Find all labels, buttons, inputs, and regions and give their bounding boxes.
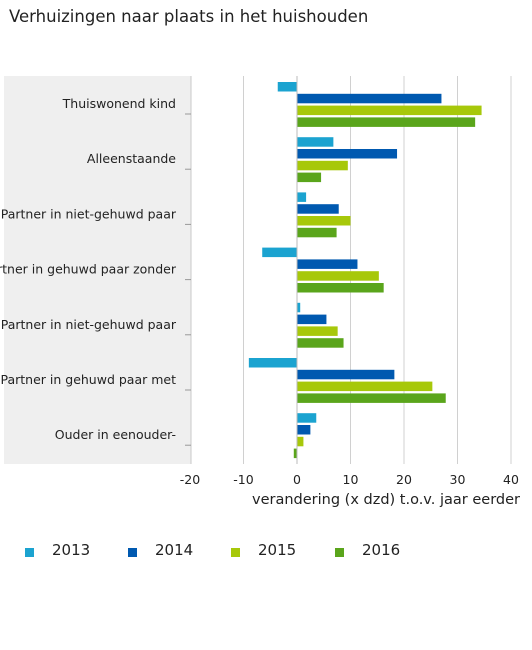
x-tick-label: 40 <box>503 472 519 487</box>
legend-label: 2013 <box>52 541 91 559</box>
category-label: Partner in niet-gehuwd paar <box>1 317 177 332</box>
bar-2014 <box>297 314 327 325</box>
bar-2014 <box>297 149 398 159</box>
chart-title: Verhuizingen naar plaats in het huishoud… <box>9 7 369 26</box>
x-tick-label: 10 <box>343 472 359 487</box>
bar-group <box>248 82 482 459</box>
bar-2016 <box>297 227 337 238</box>
bar-2015 <box>297 271 379 281</box>
bar-2014 <box>297 369 395 380</box>
legend-label: 2014 <box>155 541 194 559</box>
bar-2014 <box>297 93 442 104</box>
bar-2013 <box>297 137 334 147</box>
category-band <box>4 76 191 464</box>
bar-2013 <box>262 247 297 258</box>
bar-2016 <box>293 448 297 459</box>
bar-2013 <box>297 192 307 202</box>
x-tick-label: -10 <box>233 472 253 487</box>
category-label: Partner in niet-gehuwd paar <box>1 206 177 221</box>
legend-item-2014[interactable]: 2014 <box>128 540 218 564</box>
legend-swatch <box>335 548 344 557</box>
x-tick-label: 20 <box>396 472 412 487</box>
bar-2013 <box>297 413 317 423</box>
x-tick-label: 30 <box>450 472 466 487</box>
bar-2016 <box>297 338 344 348</box>
legend-swatch <box>25 548 34 557</box>
bar-2013 <box>248 358 297 368</box>
legend-item-2015[interactable]: 2015 <box>231 540 321 564</box>
bar-2014 <box>297 425 311 435</box>
grid-lines <box>243 76 512 464</box>
legend: 2013 2014 2015 2016 <box>0 540 532 564</box>
legend-label: 2016 <box>362 541 401 559</box>
x-axis-label: verandering (x dzd) t.o.v. jaar eerder <box>252 492 520 508</box>
category-label: Alleenstaande <box>87 151 176 166</box>
category-label: Thuiswonend kind <box>62 96 176 111</box>
legend-swatch <box>231 548 240 557</box>
legend-item-2016[interactable]: 2016 <box>335 540 425 564</box>
category-label: Ouder in eenouder- <box>55 427 176 442</box>
bar-2016 <box>297 393 446 403</box>
bar-2015 <box>297 105 482 116</box>
bar-2013 <box>277 82 297 92</box>
x-tick-label: 0 <box>293 472 301 487</box>
legend-swatch <box>128 548 137 557</box>
bar-2014 <box>297 259 358 269</box>
bar-2016 <box>297 172 322 183</box>
legend-label: 2015 <box>258 541 297 559</box>
category-label: Partner in gehuwd paar zonder <box>0 262 177 277</box>
axis: -20 -10 0 10 20 30 40 Thuiswonend kind Alleensta… <box>0 76 519 487</box>
bar-chart: -20 -10 0 10 20 30 40 Thuiswonend kind Alleensta… <box>0 76 520 508</box>
bar-2016 <box>297 283 384 293</box>
category-label: Partner in gehuwd paar met <box>0 372 176 387</box>
bar-2014 <box>297 204 339 214</box>
bar-2015 <box>297 326 338 336</box>
legend-item-2013[interactable]: 2013 <box>25 540 115 564</box>
bar-2015 <box>297 160 348 171</box>
x-tick-label: -20 <box>180 472 200 487</box>
bar-2015 <box>297 436 304 447</box>
bar-2016 <box>297 117 476 127</box>
bar-2013 <box>297 302 301 313</box>
bar-2015 <box>297 381 433 392</box>
bar-2015 <box>297 216 351 226</box>
